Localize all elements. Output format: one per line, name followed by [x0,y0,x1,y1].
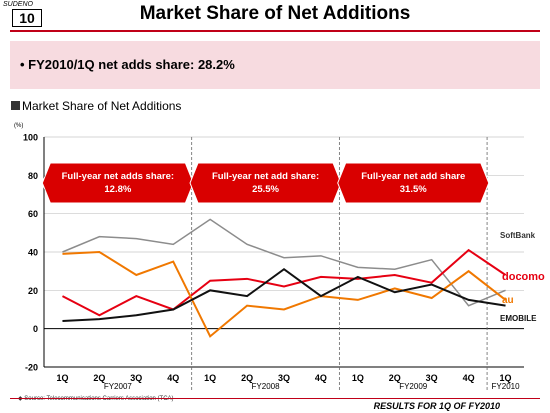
x-tick-label: 2Q [93,373,105,383]
x-tick-label: 2Q [241,373,253,383]
y-tick-label: 20 [28,286,38,296]
callout-line2: 12.8% [104,184,131,195]
year-group-label: FY2007 [104,382,133,391]
x-tick-label: 1Q [204,373,216,383]
callout-line2: 31.5% [400,184,427,195]
y-axis-label: (%) [14,123,23,129]
year-group-label: FY2010 [492,382,521,391]
highlight-text: • FY2010/1Q net adds share: 28.2% [20,57,235,72]
footer-divider [10,398,540,399]
y-tick-label: 60 [28,209,38,219]
callout-line1: Full-year net adds share: [62,171,174,182]
y-tick-label: 80 [28,171,38,181]
page-number: 10 [12,9,42,27]
footer-results: RESULTS FOR 1Q OF FY2010 [373,401,500,411]
x-tick-label: 1Q [56,373,68,383]
series-line-emobile [62,268,506,322]
x-tick-label: 3Q [278,373,290,383]
x-tick-label: 4Q [315,373,327,383]
x-tick-label: 1Q [500,373,512,383]
x-tick-label: 2Q [389,373,401,383]
y-tick-label: 40 [28,248,38,258]
section-title: Market Share of Net Additions [22,99,182,113]
callout-line1: Full-year net add share [361,171,465,182]
year-group-label: FY2009 [399,382,428,391]
series-line-au [62,250,507,338]
y-tick-label: -20 [25,363,38,373]
title-divider [10,30,540,32]
callout-badge [41,162,194,204]
callout-badge [189,162,342,204]
section-bullet-icon [11,101,20,110]
callout-badge [337,162,490,204]
series-label-emobile: EMOBILE [500,314,537,323]
callout-line1: Full-year net add share: [212,171,319,182]
y-tick-label: 100 [23,133,38,143]
series-label-au: au [502,295,514,306]
header-tag: SUDENO [3,1,33,8]
callout-line2: 25.5% [252,184,279,195]
y-tick-label: 0 [33,324,38,334]
x-tick-label: 4Q [463,373,475,383]
source-note: ◆ Source: Telecommunications Carriers As… [18,396,174,402]
year-group-label: FY2008 [252,382,281,391]
series-label-softbank: SoftBank [500,231,536,240]
x-tick-label: 3Q [426,373,438,383]
page-title: Market Share of Net Additions [139,3,411,24]
series-line-docomo [62,248,507,317]
series-label-docomo: docomo [502,271,545,283]
highlight-panel [10,41,540,89]
x-tick-label: 3Q [130,373,142,383]
x-tick-label: 4Q [167,373,179,383]
series-line-softbank [62,218,506,307]
x-tick-label: 1Q [352,373,364,383]
